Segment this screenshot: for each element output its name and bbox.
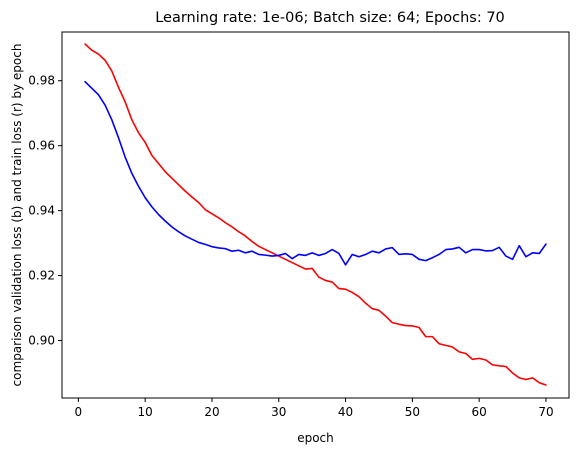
x-tick-label: 0 (75, 405, 83, 419)
y-tick-label: 0.92 (28, 269, 55, 283)
y-tick-label: 0.90 (28, 334, 55, 348)
x-tick-label: 30 (271, 405, 286, 419)
x-axis-label: epoch (297, 431, 334, 445)
x-tick-label: 50 (405, 405, 420, 419)
chart-title: Learning rate: 1e-06; Batch size: 64; Ep… (155, 10, 505, 26)
x-tick-label: 40 (338, 405, 353, 419)
validation-loss-line (84, 80, 547, 266)
y-tick-label: 0.94 (28, 204, 55, 218)
plot-frame (61, 31, 570, 399)
train-loss-line (84, 43, 547, 386)
x-tick-label: 70 (538, 405, 553, 419)
x-tick-label: 60 (472, 405, 487, 419)
y-tick-label: 0.96 (28, 139, 55, 153)
y-axis-label: comparison validation loss (b) and train… (10, 44, 24, 387)
y-tick-label: 0.98 (28, 74, 55, 88)
x-tick-label: 20 (204, 405, 219, 419)
series-layer (84, 43, 547, 386)
x-tick-label: 10 (138, 405, 153, 419)
axes: 0 10 20 30 40 50 60 70 0.90 0.92 0.94 0.96 0.98 (28, 74, 553, 419)
